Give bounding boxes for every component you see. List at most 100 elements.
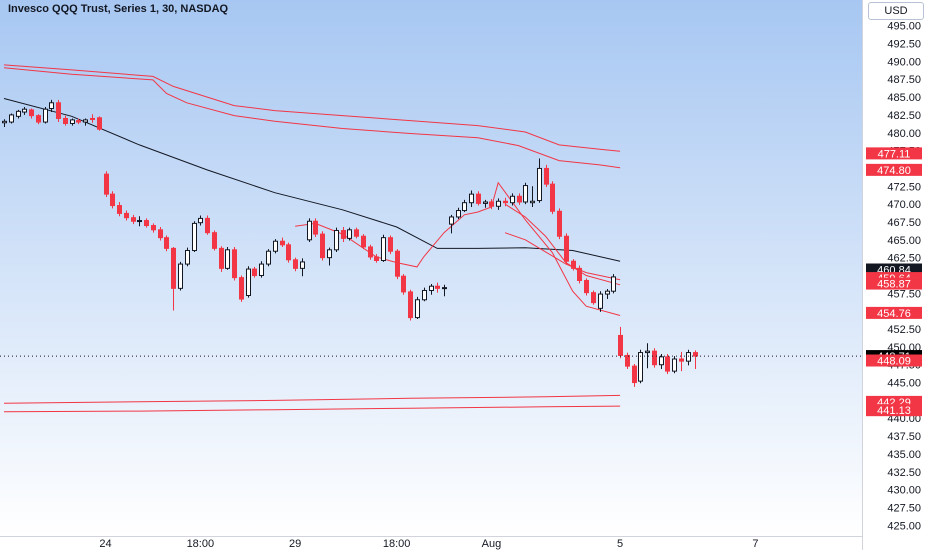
candle [686, 349, 691, 366]
candle-body [117, 205, 122, 214]
candle-body [659, 356, 664, 366]
candle-body [591, 292, 596, 304]
candle-body [605, 290, 610, 295]
y-tick-label: 490.00 [887, 56, 921, 68]
y-tick-label: 445.00 [887, 378, 921, 390]
candle-body [29, 109, 34, 117]
y-tick-label: 452.50 [887, 324, 921, 336]
candle-body [97, 117, 102, 130]
candle-body [300, 261, 305, 269]
candle-body [9, 114, 14, 123]
candle [496, 198, 501, 210]
candle [517, 193, 522, 205]
candle [252, 266, 257, 278]
candle [70, 118, 75, 126]
candle-body [164, 237, 169, 249]
price-label-text: 458.87 [877, 279, 911, 291]
candle [300, 258, 305, 277]
candle-body [137, 220, 142, 223]
price-label-text: 477.11 [878, 148, 911, 160]
candle [273, 239, 278, 254]
candle [381, 234, 386, 262]
candle [618, 326, 623, 359]
candle-body [354, 229, 359, 237]
candle [341, 226, 346, 242]
candle-body [442, 287, 447, 290]
candle [313, 218, 318, 237]
candle [354, 227, 359, 239]
candle [665, 354, 670, 374]
candle-body [422, 289, 427, 301]
y-tick-label: 465.00 [887, 235, 921, 247]
candle [76, 118, 81, 125]
y-tick-label: 430.00 [887, 485, 921, 497]
candle-body [192, 222, 197, 252]
candle-body [320, 233, 325, 259]
candle [449, 214, 454, 234]
candle-body [577, 267, 582, 281]
candle [246, 266, 251, 298]
candle [49, 99, 54, 113]
x-tick-label: 18:00 [187, 538, 215, 550]
candle-body [510, 195, 515, 204]
candle-body [178, 263, 183, 289]
candle-body [280, 240, 285, 246]
candle [192, 221, 197, 252]
candle-body [625, 354, 630, 367]
plot-background [0, 0, 862, 536]
x-tick-label: Aug [482, 538, 502, 550]
candle [36, 114, 41, 125]
candle [401, 274, 406, 295]
candle [185, 247, 190, 267]
candle [395, 249, 400, 280]
candle-body [2, 120, 7, 124]
candle-body [672, 358, 677, 372]
indicator-line-1 [3, 67, 621, 169]
candle-body [70, 119, 75, 124]
price-label: 448.09 [866, 354, 922, 367]
candle-body [252, 268, 257, 276]
candle-body [544, 167, 549, 185]
y-tick-label: 435.00 [887, 449, 921, 461]
candle [462, 199, 467, 212]
candle [212, 230, 217, 251]
candle-body [557, 210, 562, 237]
candle [537, 158, 542, 203]
candle [571, 259, 576, 271]
candle [564, 233, 569, 265]
candle [510, 193, 515, 206]
candle-body [638, 352, 643, 382]
candle [659, 354, 664, 369]
candle [219, 246, 224, 272]
price-label-bg [866, 404, 922, 417]
candle [171, 246, 176, 311]
candle-body [239, 277, 244, 300]
candle [63, 115, 68, 126]
candle [693, 350, 698, 369]
price-label-text: 441.13 [877, 405, 911, 417]
candle [144, 218, 149, 228]
candle-body [449, 216, 454, 225]
candle-body [395, 250, 400, 277]
candle [266, 249, 271, 267]
price-label: 441.13 [866, 404, 922, 417]
price-label: 454.76 [866, 306, 922, 320]
y-tick-label: 485.00 [887, 92, 921, 104]
candle [164, 235, 169, 252]
candle-body [483, 201, 488, 204]
candle [259, 261, 264, 278]
indicator-line-0 [3, 98, 621, 262]
candle [361, 234, 366, 250]
candle [577, 265, 582, 284]
indicator-line-7 [504, 232, 621, 281]
candle [368, 244, 373, 260]
candle [645, 343, 650, 369]
candle [456, 207, 461, 220]
candle [232, 246, 237, 281]
candle [408, 289, 413, 321]
candle-body [347, 229, 352, 239]
currency-button[interactable]: USD [868, 2, 924, 20]
candle-body [388, 237, 393, 252]
